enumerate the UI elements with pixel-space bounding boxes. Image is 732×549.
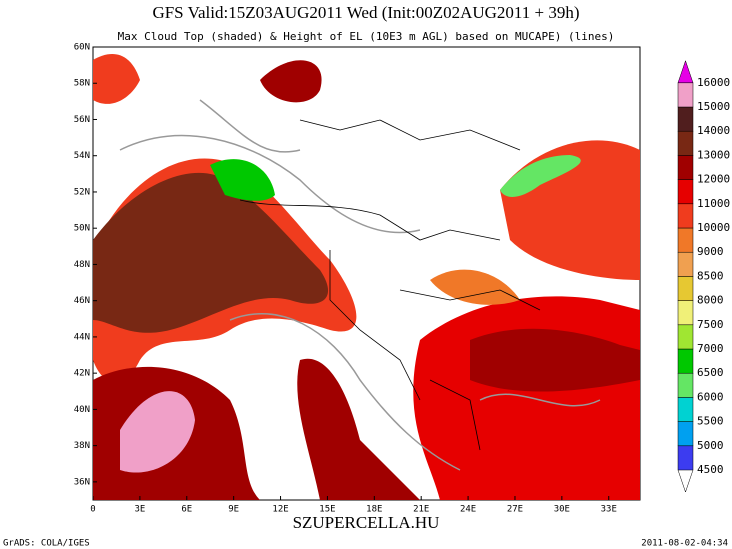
colorbar-box — [677, 300, 694, 326]
colorbar-box — [677, 155, 694, 180]
lon-label: 27E — [507, 505, 523, 515]
footer-left: GrADS: COLA/IGES — [3, 539, 90, 549]
colorbar-label: 14000 — [697, 124, 730, 137]
colorbar-label: 7000 — [697, 342, 724, 355]
colorbar-box — [677, 106, 694, 132]
colorbar-cap — [677, 60, 694, 84]
lon-label: 21E — [413, 505, 429, 515]
colorbar-box — [677, 203, 694, 229]
lon-label: 15E — [319, 505, 335, 515]
colorbar-tail — [677, 469, 694, 493]
lon-label: 12E — [272, 505, 288, 515]
colorbar-label: 11000 — [697, 197, 730, 210]
colorbar-label: 13000 — [697, 148, 730, 161]
subtitle: Max Cloud Top (shaded) & Height of EL (1… — [118, 30, 615, 43]
lat-label: 44N — [74, 332, 90, 342]
colorbar-box — [677, 82, 694, 108]
lon-label: 3E — [134, 505, 145, 515]
axes: 36N 38N 40N 42N 44N 46N 48N 50N 52N 54N 56N 58N 60N 0… — [74, 43, 617, 515]
lon-label: 33E — [601, 505, 617, 515]
colorbar-label: 8000 — [697, 294, 724, 307]
lat-label: 40N — [74, 405, 90, 415]
colorbar-box — [677, 251, 694, 277]
map — [92, 46, 641, 501]
colorbar: 4500 5000 5500 6000 6500 7000 7500 8000 8500 9000… — [677, 60, 730, 493]
lat-label: 60N — [74, 43, 90, 53]
lon-label: 6E — [181, 505, 192, 515]
borders — [239, 119, 541, 451]
contours — [119, 99, 601, 471]
lat-label: 52N — [74, 187, 90, 197]
colorbar-label: 5500 — [697, 415, 724, 428]
lat-label: 54N — [74, 151, 90, 161]
colorbar-box — [677, 445, 694, 471]
lat-label: 56N — [74, 115, 90, 125]
colorbar-label: 15000 — [697, 100, 730, 113]
lat-label: 58N — [74, 79, 90, 89]
colorbar-label: 4500 — [697, 463, 724, 476]
colorbar-box — [677, 276, 694, 301]
lon-label: 30E — [554, 505, 570, 515]
lat-label: 36N — [74, 477, 90, 487]
colorbar-box — [677, 130, 694, 156]
lat-label: 42N — [74, 369, 90, 379]
colorbar-label: 5000 — [697, 439, 724, 452]
lat-label: 48N — [74, 260, 90, 270]
title: GFS Valid:15Z03AUG2011 Wed (Init:00Z02AU… — [152, 3, 579, 22]
colorbar-label: 16000 — [697, 76, 730, 89]
lon-label: 18E — [366, 505, 382, 515]
lat-label: 46N — [74, 296, 90, 306]
colorbar-box — [677, 397, 694, 422]
colorbar-label: 6500 — [697, 366, 724, 379]
watermark: SZUPERCELLA.HU — [293, 513, 440, 532]
colorbar-label: 9000 — [697, 245, 724, 258]
colorbar-box — [677, 348, 694, 374]
lat-label: 50N — [74, 224, 90, 234]
colorbar-box — [677, 227, 694, 253]
colorbar-label: 12000 — [697, 173, 730, 186]
colorbar-label: 6000 — [697, 390, 724, 403]
colorbar-box — [677, 372, 694, 398]
lat-label: 38N — [74, 441, 90, 451]
colorbar-label: 8500 — [697, 269, 724, 282]
colorbar-box — [677, 179, 694, 205]
colorbar-box — [677, 421, 694, 447]
lon-label: 0 — [90, 505, 95, 515]
lon-label: 9E — [228, 505, 239, 515]
lon-label: 24E — [460, 505, 476, 515]
colorbar-label: 7500 — [697, 318, 724, 331]
shading — [93, 54, 640, 500]
footer-right: 2011-08-02-04:34 — [641, 539, 728, 549]
colorbar-box — [677, 324, 694, 350]
colorbar-label: 10000 — [697, 221, 730, 234]
